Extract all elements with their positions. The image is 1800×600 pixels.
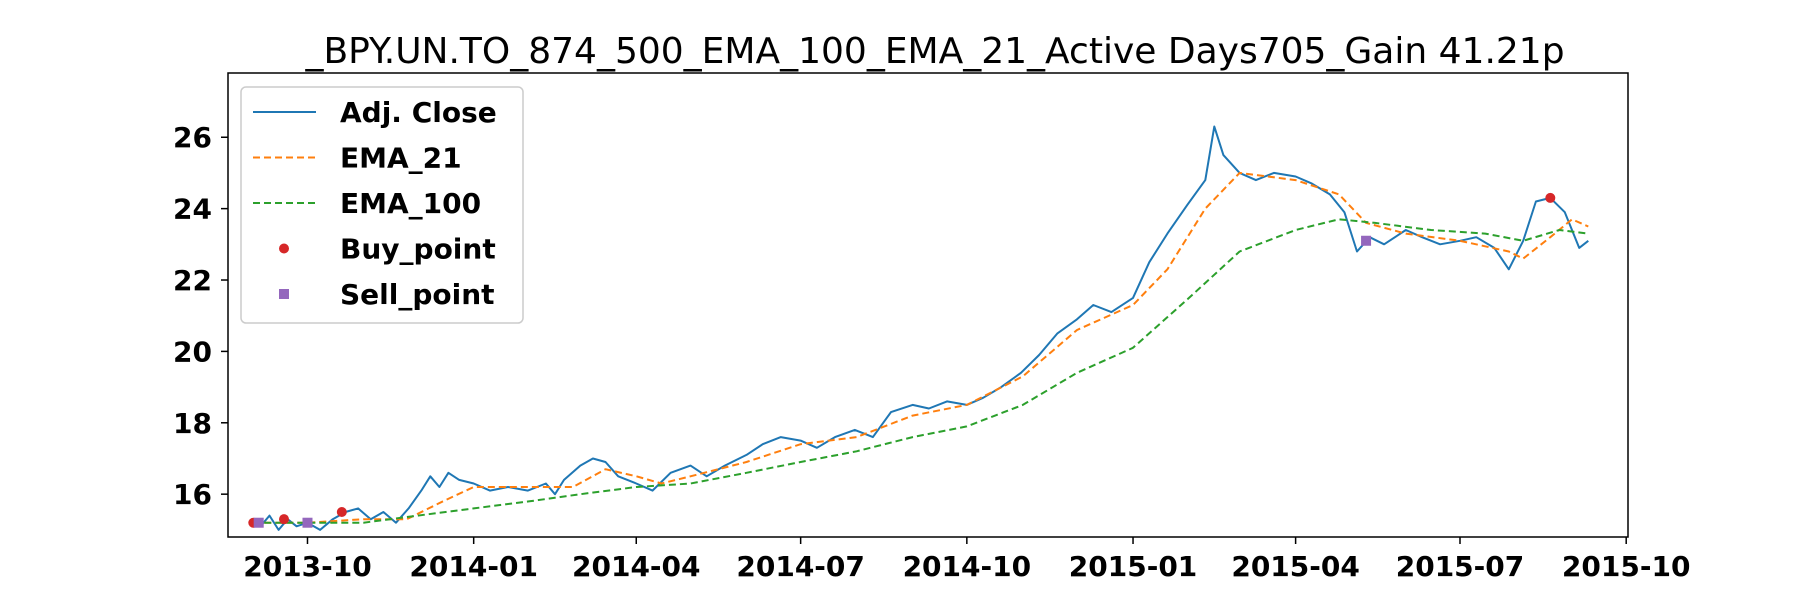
y-tick-label: 20 bbox=[173, 335, 212, 368]
buy-point-marker bbox=[336, 507, 347, 518]
legend-label-adj-close: Adj. Close bbox=[340, 96, 497, 129]
x-tick-label: 2014-10 bbox=[903, 550, 1032, 583]
x-tick-label: 2015-04 bbox=[1231, 550, 1360, 583]
legend-label-ema-100: EMA_100 bbox=[340, 187, 481, 220]
legend-label-buy-point: Buy_point bbox=[340, 233, 496, 266]
x-tick-label: 2015-07 bbox=[1396, 550, 1525, 583]
x-tick-label: 2015-10 bbox=[1562, 550, 1691, 583]
series-line-ema-100 bbox=[253, 218, 1589, 524]
plot-frame bbox=[227, 72, 1629, 538]
x-tick-label: 2013-10 bbox=[243, 550, 372, 583]
x-tick-label: 2014-04 bbox=[572, 550, 701, 583]
legend-box bbox=[240, 86, 524, 324]
y-tick-label: 18 bbox=[173, 407, 212, 440]
x-tick-label: 2014-07 bbox=[736, 550, 865, 583]
chart-title: _BPY.UN.TO_874_500_EMA_100_EMA_21_Active… bbox=[304, 31, 1564, 72]
legend: Adj. Close EMA_21 EMA_100 Buy_point Sell_poi… bbox=[240, 86, 524, 324]
y-tick-label: 16 bbox=[173, 478, 212, 511]
x-tick-label: 2015-01 bbox=[1069, 550, 1198, 583]
x-axis: 2013-10 2014-01 2014-04 2014-07 2014-10 2015-… bbox=[243, 537, 1690, 583]
y-tick-label: 24 bbox=[173, 193, 212, 226]
legend-label-sell-point: Sell_point bbox=[340, 278, 495, 311]
legend-label-ema-21: EMA_21 bbox=[340, 142, 462, 175]
buy-point-marker bbox=[279, 514, 289, 525]
sell-point-marker bbox=[1361, 235, 1372, 246]
y-axis: 16 18 20 22 24 26 bbox=[173, 121, 228, 511]
sell-point-marker bbox=[253, 517, 264, 528]
series-line-ema-21 bbox=[253, 171, 1589, 524]
sell-point-marker bbox=[302, 517, 313, 528]
legend-swatch-sell-point bbox=[279, 289, 289, 299]
y-tick-label: 26 bbox=[173, 121, 212, 154]
x-tick-label: 2014-01 bbox=[409, 550, 538, 583]
legend-swatch-buy-point bbox=[279, 243, 289, 254]
marker-layer bbox=[248, 192, 1556, 528]
y-tick-label: 22 bbox=[173, 264, 212, 297]
buy-point-marker bbox=[1545, 192, 1556, 203]
